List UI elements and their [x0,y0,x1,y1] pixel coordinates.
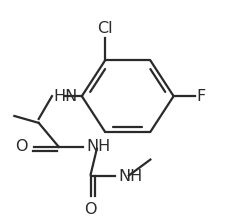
Text: NH: NH [86,139,110,154]
Text: HN: HN [53,89,77,104]
Text: F: F [196,89,205,104]
Text: Cl: Cl [97,21,112,36]
Text: NH: NH [118,169,142,184]
Text: O: O [15,139,27,154]
Text: O: O [84,202,96,217]
